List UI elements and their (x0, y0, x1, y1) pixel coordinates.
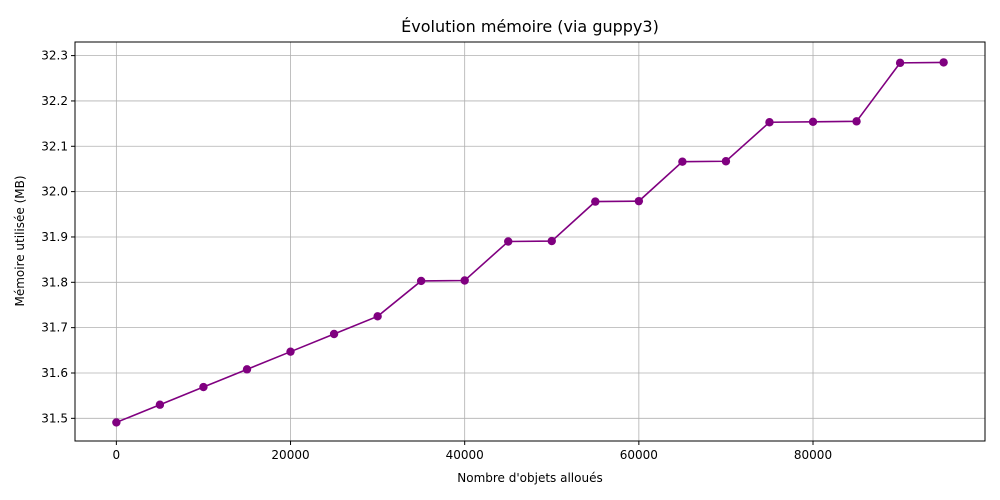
data-point (939, 58, 948, 67)
chart-title: Évolution mémoire (via guppy3) (401, 17, 659, 36)
data-point (460, 276, 469, 285)
data-point (808, 117, 818, 127)
y-axis-label: Mémoire utilisée (MB) (13, 175, 27, 306)
data-point (373, 312, 382, 321)
data-point (895, 58, 905, 68)
y-tick-label: 32.0 (41, 185, 68, 199)
data-point (765, 118, 774, 127)
y-tick-label: 31.7 (41, 321, 68, 335)
axis-ticks: 0 20000 40000 60000 80000 31.5 31.6 31.7 31.8 31.… (41, 49, 832, 462)
x-tick-label: 60000 (620, 448, 658, 462)
y-tick-label: 31.9 (41, 230, 68, 244)
y-tick-label: 31.5 (41, 411, 68, 425)
y-tick-label: 31.6 (41, 366, 68, 380)
data-point (547, 236, 556, 246)
x-tick-label: 0 (113, 448, 121, 462)
grid-lines (75, 42, 985, 441)
plot-frame (74, 41, 986, 442)
series-memory (112, 58, 948, 427)
data-point (591, 197, 600, 206)
data-point (155, 400, 165, 409)
x-tick-label: 80000 (794, 448, 832, 462)
y-tick-label: 32.3 (41, 49, 68, 63)
data-point (329, 329, 339, 339)
data-point (504, 237, 513, 246)
x-axis-label: Nombre d'objets alloués (457, 471, 602, 485)
data-point (634, 196, 644, 206)
data-point (242, 365, 252, 374)
y-tick-label: 31.8 (41, 275, 68, 289)
y-tick-label: 32.2 (41, 94, 68, 108)
data-point (852, 117, 861, 126)
data-point (286, 347, 295, 356)
data-point (721, 157, 731, 166)
y-tick-label: 32.1 (41, 139, 68, 153)
data-point (112, 418, 121, 427)
data-point (416, 276, 426, 286)
data-point (678, 157, 687, 166)
data-point (199, 382, 208, 392)
x-tick-label: 40000 (446, 448, 484, 462)
x-tick-label: 20000 (271, 448, 309, 462)
series-line (116, 61, 944, 424)
